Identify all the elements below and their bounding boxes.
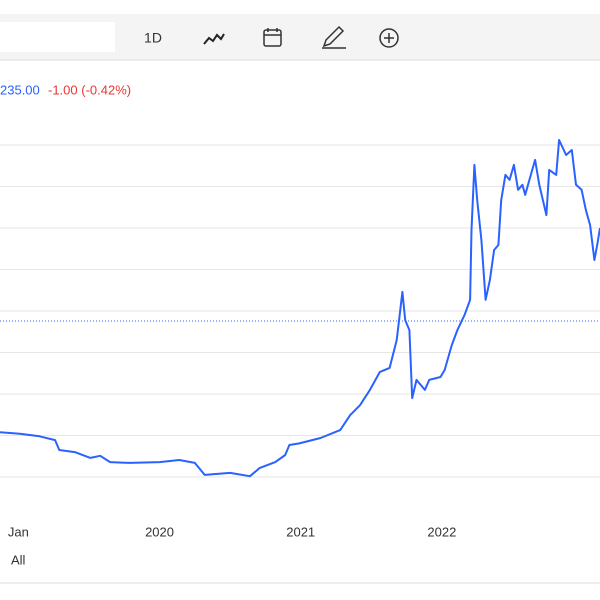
interval-button[interactable]: 1D <box>144 30 162 46</box>
price-change: -1.00 (-0.42%) <box>48 82 131 97</box>
calendar-icon[interactable] <box>263 28 282 47</box>
x-tick-label: 2022 <box>427 524 456 539</box>
x-tick-label: Jan <box>8 524 29 539</box>
x-tick-label: 2021 <box>286 524 315 539</box>
range-button[interactable]: All <box>11 552 26 567</box>
chart-type-icon[interactable] <box>203 33 225 45</box>
search-box[interactable] <box>0 22 115 52</box>
add-icon[interactable] <box>379 28 399 48</box>
draw-icon[interactable] <box>322 25 346 49</box>
price: 235.00 <box>0 82 40 97</box>
price-line <box>0 139 600 478</box>
x-tick-label: 2020 <box>145 524 174 539</box>
